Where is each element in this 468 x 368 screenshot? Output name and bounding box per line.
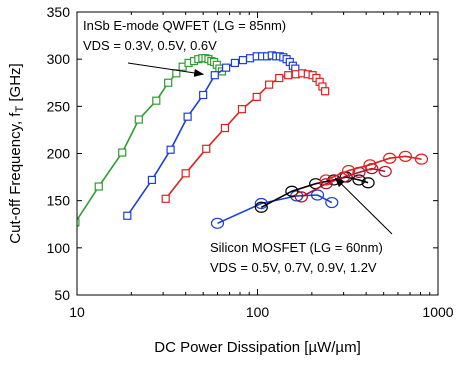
series-line (77, 57, 223, 222)
data-point (361, 177, 375, 189)
series-insb-1 (123, 51, 300, 220)
data-point (147, 175, 157, 185)
data-point (363, 159, 377, 171)
series-line (165, 72, 326, 200)
y-tick-label: 50 (54, 287, 70, 303)
data-point (237, 105, 247, 114)
x-axis-title: DC Power Dissipation [µW/µm] (154, 339, 361, 356)
x-tick-label: 1000 (422, 304, 453, 320)
annotation-silicon: Silicon MOSFET (LG = 60nm) VDS = 0.5V, 0.… (210, 240, 383, 275)
data-point (414, 153, 429, 165)
data-point (123, 211, 132, 220)
annotation-silicon-arrow (334, 177, 393, 235)
data-point (222, 63, 231, 72)
data-point (210, 217, 225, 229)
data-point (181, 169, 190, 178)
y-tick-label: 300 (47, 51, 71, 67)
annotation-insb-line: VDS = 0.3V, 0.5V, 0.6V (83, 38, 217, 53)
annotation-silicon-line: Silicon MOSFET (LG = 60nm) (210, 240, 383, 255)
y-axis-title: Cut-off Frequency, fT [GHz] (7, 63, 26, 243)
series-layer (77, 51, 429, 229)
data-point (352, 174, 366, 186)
data-point (378, 165, 392, 178)
data-point (202, 144, 211, 153)
data-point (210, 71, 219, 80)
data-point (319, 174, 333, 186)
series-silicon-6 (319, 150, 429, 186)
data-point (199, 90, 208, 100)
data-point (252, 92, 261, 102)
y-tick-label: 100 (47, 240, 71, 256)
data-point (246, 54, 255, 63)
series-line (325, 155, 422, 181)
y-tick-label: 150 (47, 193, 71, 209)
data-point (166, 145, 175, 154)
series-insb-2 (161, 69, 330, 203)
annotation-insb-arrow (127, 62, 205, 77)
data-point (220, 123, 230, 133)
series-insb-0 (77, 54, 227, 227)
data-point (94, 182, 103, 191)
data-point (294, 191, 308, 203)
y-axis-title-sub: T (14, 106, 26, 113)
data-point (152, 96, 161, 105)
data-point (134, 115, 143, 124)
data-point (398, 150, 413, 162)
x-tick-label: 100 (246, 304, 270, 320)
annotation-layer: InSb E-mode QWFET (LG = 85nm) VDS = 0.3V,… (83, 18, 393, 275)
data-point (183, 112, 192, 121)
data-point (238, 56, 247, 65)
data-point (383, 152, 397, 164)
series-line (260, 176, 369, 209)
annotation-insb-line: InSb E-mode QWFET (LG = 85nm) (83, 18, 286, 33)
annotation-insb: InSb E-mode QWFET (LG = 85nm) VDS = 0.3V,… (83, 18, 286, 53)
data-point (321, 87, 330, 96)
data-point (284, 71, 293, 80)
data-point (77, 218, 80, 227)
tick-layer: 50 100 150 200 250 300 350 10 100 1000 (47, 4, 454, 320)
annotation-silicon-line: VDS = 0.5V, 0.7V, 0.9V, 1.2V (210, 260, 377, 275)
data-point (342, 164, 356, 177)
data-point (325, 196, 339, 209)
series-silicon-3 (210, 189, 339, 229)
data-point (319, 178, 333, 190)
data-point (275, 73, 284, 83)
series-silicon-4 (254, 171, 375, 213)
data-point (161, 194, 170, 203)
x-tick-label: 10 (69, 304, 85, 320)
series-line (126, 54, 296, 217)
data-point (285, 185, 299, 197)
y-axis-title-main: Cut-off Frequency, f (7, 112, 24, 244)
data-point (118, 148, 127, 157)
data-point (164, 78, 173, 87)
y-tick-label: 350 (47, 4, 71, 20)
data-point (254, 201, 268, 213)
data-point (265, 80, 274, 89)
y-tick-label: 250 (47, 98, 71, 114)
y-axis-title-unit: [GHz] (7, 63, 24, 106)
data-point (230, 58, 240, 68)
data-point (310, 189, 325, 201)
y-tick-label: 200 (47, 146, 71, 162)
